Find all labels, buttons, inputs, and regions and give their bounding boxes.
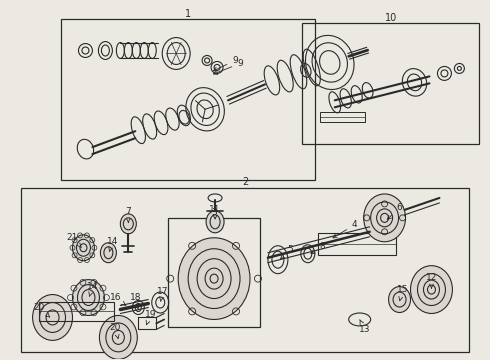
Text: 9: 9 <box>214 59 243 75</box>
Text: 5: 5 <box>281 245 293 259</box>
Text: 3: 3 <box>211 208 217 217</box>
Bar <box>168 218 260 328</box>
Text: 16: 16 <box>110 293 126 306</box>
Bar <box>302 23 479 144</box>
Bar <box>61 19 315 180</box>
Ellipse shape <box>99 315 137 359</box>
Text: 2: 2 <box>242 177 248 187</box>
Text: 14: 14 <box>87 282 98 297</box>
Text: 11: 11 <box>209 206 221 219</box>
Ellipse shape <box>100 243 116 263</box>
Ellipse shape <box>411 266 452 314</box>
Text: 21: 21 <box>67 233 81 247</box>
Text: 18: 18 <box>129 293 141 309</box>
Bar <box>21 188 469 352</box>
Text: 20: 20 <box>110 323 121 338</box>
Text: 9: 9 <box>214 56 238 71</box>
Ellipse shape <box>417 274 445 306</box>
Text: 17: 17 <box>156 287 168 302</box>
Ellipse shape <box>73 280 104 315</box>
Text: 10: 10 <box>385 13 397 23</box>
Text: 19: 19 <box>145 310 156 325</box>
Text: 13: 13 <box>359 320 370 334</box>
Ellipse shape <box>370 202 398 234</box>
Text: 8: 8 <box>311 242 325 254</box>
Ellipse shape <box>73 235 95 261</box>
Text: 6: 6 <box>387 203 402 219</box>
Text: 4: 4 <box>333 220 358 238</box>
Ellipse shape <box>206 211 224 233</box>
Bar <box>39 302 114 321</box>
Ellipse shape <box>178 238 250 319</box>
Bar <box>318 233 395 255</box>
Ellipse shape <box>33 294 73 340</box>
Ellipse shape <box>188 249 240 309</box>
Text: 7: 7 <box>125 207 131 222</box>
Ellipse shape <box>389 287 411 312</box>
Ellipse shape <box>364 194 406 242</box>
Ellipse shape <box>121 214 136 234</box>
Text: 20: 20 <box>33 303 49 317</box>
Text: 1: 1 <box>185 9 191 19</box>
Ellipse shape <box>197 259 231 298</box>
Text: 14: 14 <box>107 237 118 252</box>
Text: 15: 15 <box>397 285 408 301</box>
Text: 12: 12 <box>426 273 437 288</box>
Bar <box>320 112 365 122</box>
